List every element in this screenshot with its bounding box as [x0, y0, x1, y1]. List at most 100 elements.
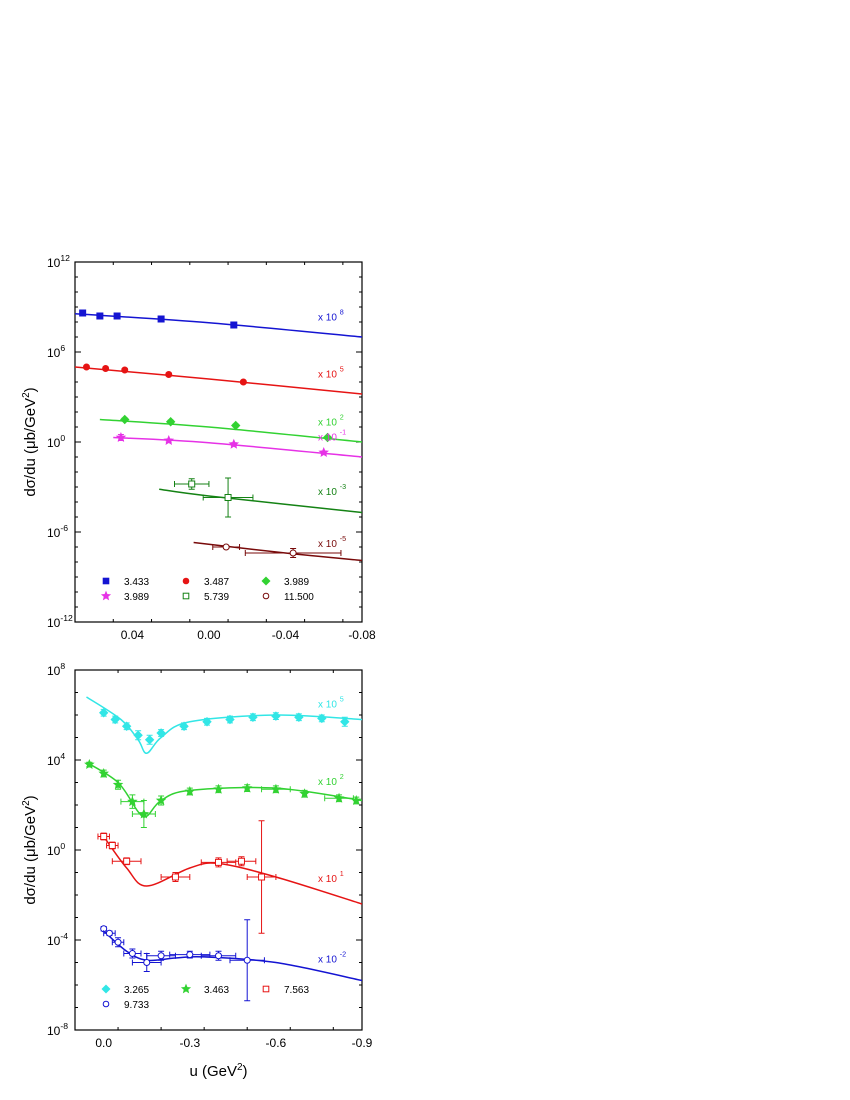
data-point [224, 494, 232, 501]
legend-label: 7.563 [284, 985, 309, 996]
data-point [143, 959, 151, 966]
data-point [350, 794, 362, 805]
y-tick-label: 10-8 [47, 1021, 68, 1038]
data-point [289, 549, 297, 557]
data-point [228, 438, 240, 449]
data-point [322, 432, 333, 443]
data-point [258, 873, 266, 881]
data-point [144, 735, 155, 745]
series-1 [84, 758, 362, 828]
y-tick-label: 10-12 [47, 613, 73, 630]
data-point [165, 417, 176, 427]
data-point [79, 309, 87, 317]
data-point [110, 714, 120, 725]
data-point [241, 782, 253, 793]
data-point [271, 711, 281, 721]
data-point [100, 833, 108, 840]
legend-marker [262, 592, 270, 600]
series-4 [159, 477, 362, 518]
x-tick-label: -0.6 [266, 1036, 287, 1050]
x-tick-label: -0.04 [272, 628, 300, 642]
scale-factor-label: x 10 -1 [318, 428, 346, 444]
y-tick-label: 1012 [47, 253, 70, 270]
data-point [163, 434, 175, 445]
data-point [113, 312, 121, 320]
legend-marker [102, 1000, 110, 1008]
legend-label: 5.739 [204, 592, 229, 603]
x-tick-label: -0.9 [352, 1036, 373, 1050]
data-point [188, 480, 196, 488]
data-point [127, 796, 138, 807]
data-point [128, 950, 136, 957]
y-tick-label: 104 [47, 751, 65, 768]
series-1 [75, 363, 362, 395]
series-0 [75, 309, 362, 338]
data-point [121, 366, 129, 374]
legend-marker [180, 983, 192, 994]
fit-curve [75, 313, 362, 338]
data-point [114, 938, 122, 946]
data-point [98, 767, 109, 778]
data-point [340, 717, 350, 727]
data-point [138, 808, 150, 819]
legend-label: 11.500 [284, 592, 314, 603]
data-point [155, 794, 167, 805]
data-point [202, 717, 212, 727]
series-2 [97, 820, 362, 934]
data-point [186, 951, 194, 959]
data-point [96, 312, 104, 320]
data-point [270, 783, 282, 794]
scale-factor-label: x 10 5 [318, 364, 344, 380]
series-5 [193, 541, 362, 562]
y-tick-label: 100 [47, 841, 65, 858]
series-2 [99, 414, 362, 443]
scale-factor-label: x 10 8 [318, 308, 344, 324]
data-point [243, 956, 251, 964]
legend-label: 3.463 [204, 985, 229, 996]
y-tick-label: 10-4 [47, 931, 68, 948]
scale-factor-label: x 10 -2 [318, 949, 346, 965]
legend-label: 3.265 [124, 985, 149, 996]
y-axis-label: dσ/du (μb/GeV2) [21, 795, 39, 904]
data-point [333, 792, 345, 803]
data-point [156, 728, 166, 738]
legend-marker [262, 985, 270, 993]
x-tick-label: 0.04 [121, 628, 145, 642]
data-point [317, 713, 327, 724]
legend-label: 3.989 [124, 592, 149, 603]
y-tick-label: 10-6 [47, 523, 68, 540]
y-tick-label: 106 [47, 343, 65, 360]
data-point [237, 857, 245, 865]
data-point [102, 365, 110, 372]
y-tick-label: 108 [47, 661, 65, 678]
data-point [215, 858, 222, 866]
data-point [225, 714, 235, 725]
data-point [157, 952, 165, 960]
data-point [121, 721, 132, 731]
bottom-panel: 10-8 10-4 100 104 108 0.0 -0.3 -0.6 -0.9 dσ/du (μ… [21, 661, 373, 1080]
legend-marker [101, 984, 111, 994]
data-point [248, 712, 258, 722]
data-point [112, 779, 124, 790]
data-point [115, 431, 127, 442]
x-tick-label: 0.0 [95, 1036, 112, 1050]
scale-factor-label: x 10 2 [318, 772, 344, 788]
data-point [230, 321, 238, 329]
data-point [98, 708, 109, 718]
data-point [82, 363, 90, 371]
data-point [171, 873, 179, 881]
fit-curve [103, 930, 362, 982]
data-point [213, 783, 224, 794]
legend-label: 3.433 [124, 577, 149, 588]
x-tick-label: -0.08 [348, 628, 376, 642]
data-point [120, 414, 130, 425]
data-point [294, 712, 304, 722]
data-point [179, 721, 189, 731]
data-point [184, 785, 196, 796]
fit-curve [103, 836, 362, 905]
legend-marker [182, 592, 190, 600]
data-point [105, 929, 113, 937]
scale-factor-label: x 10 -5 [318, 534, 346, 550]
data-point [133, 730, 143, 740]
